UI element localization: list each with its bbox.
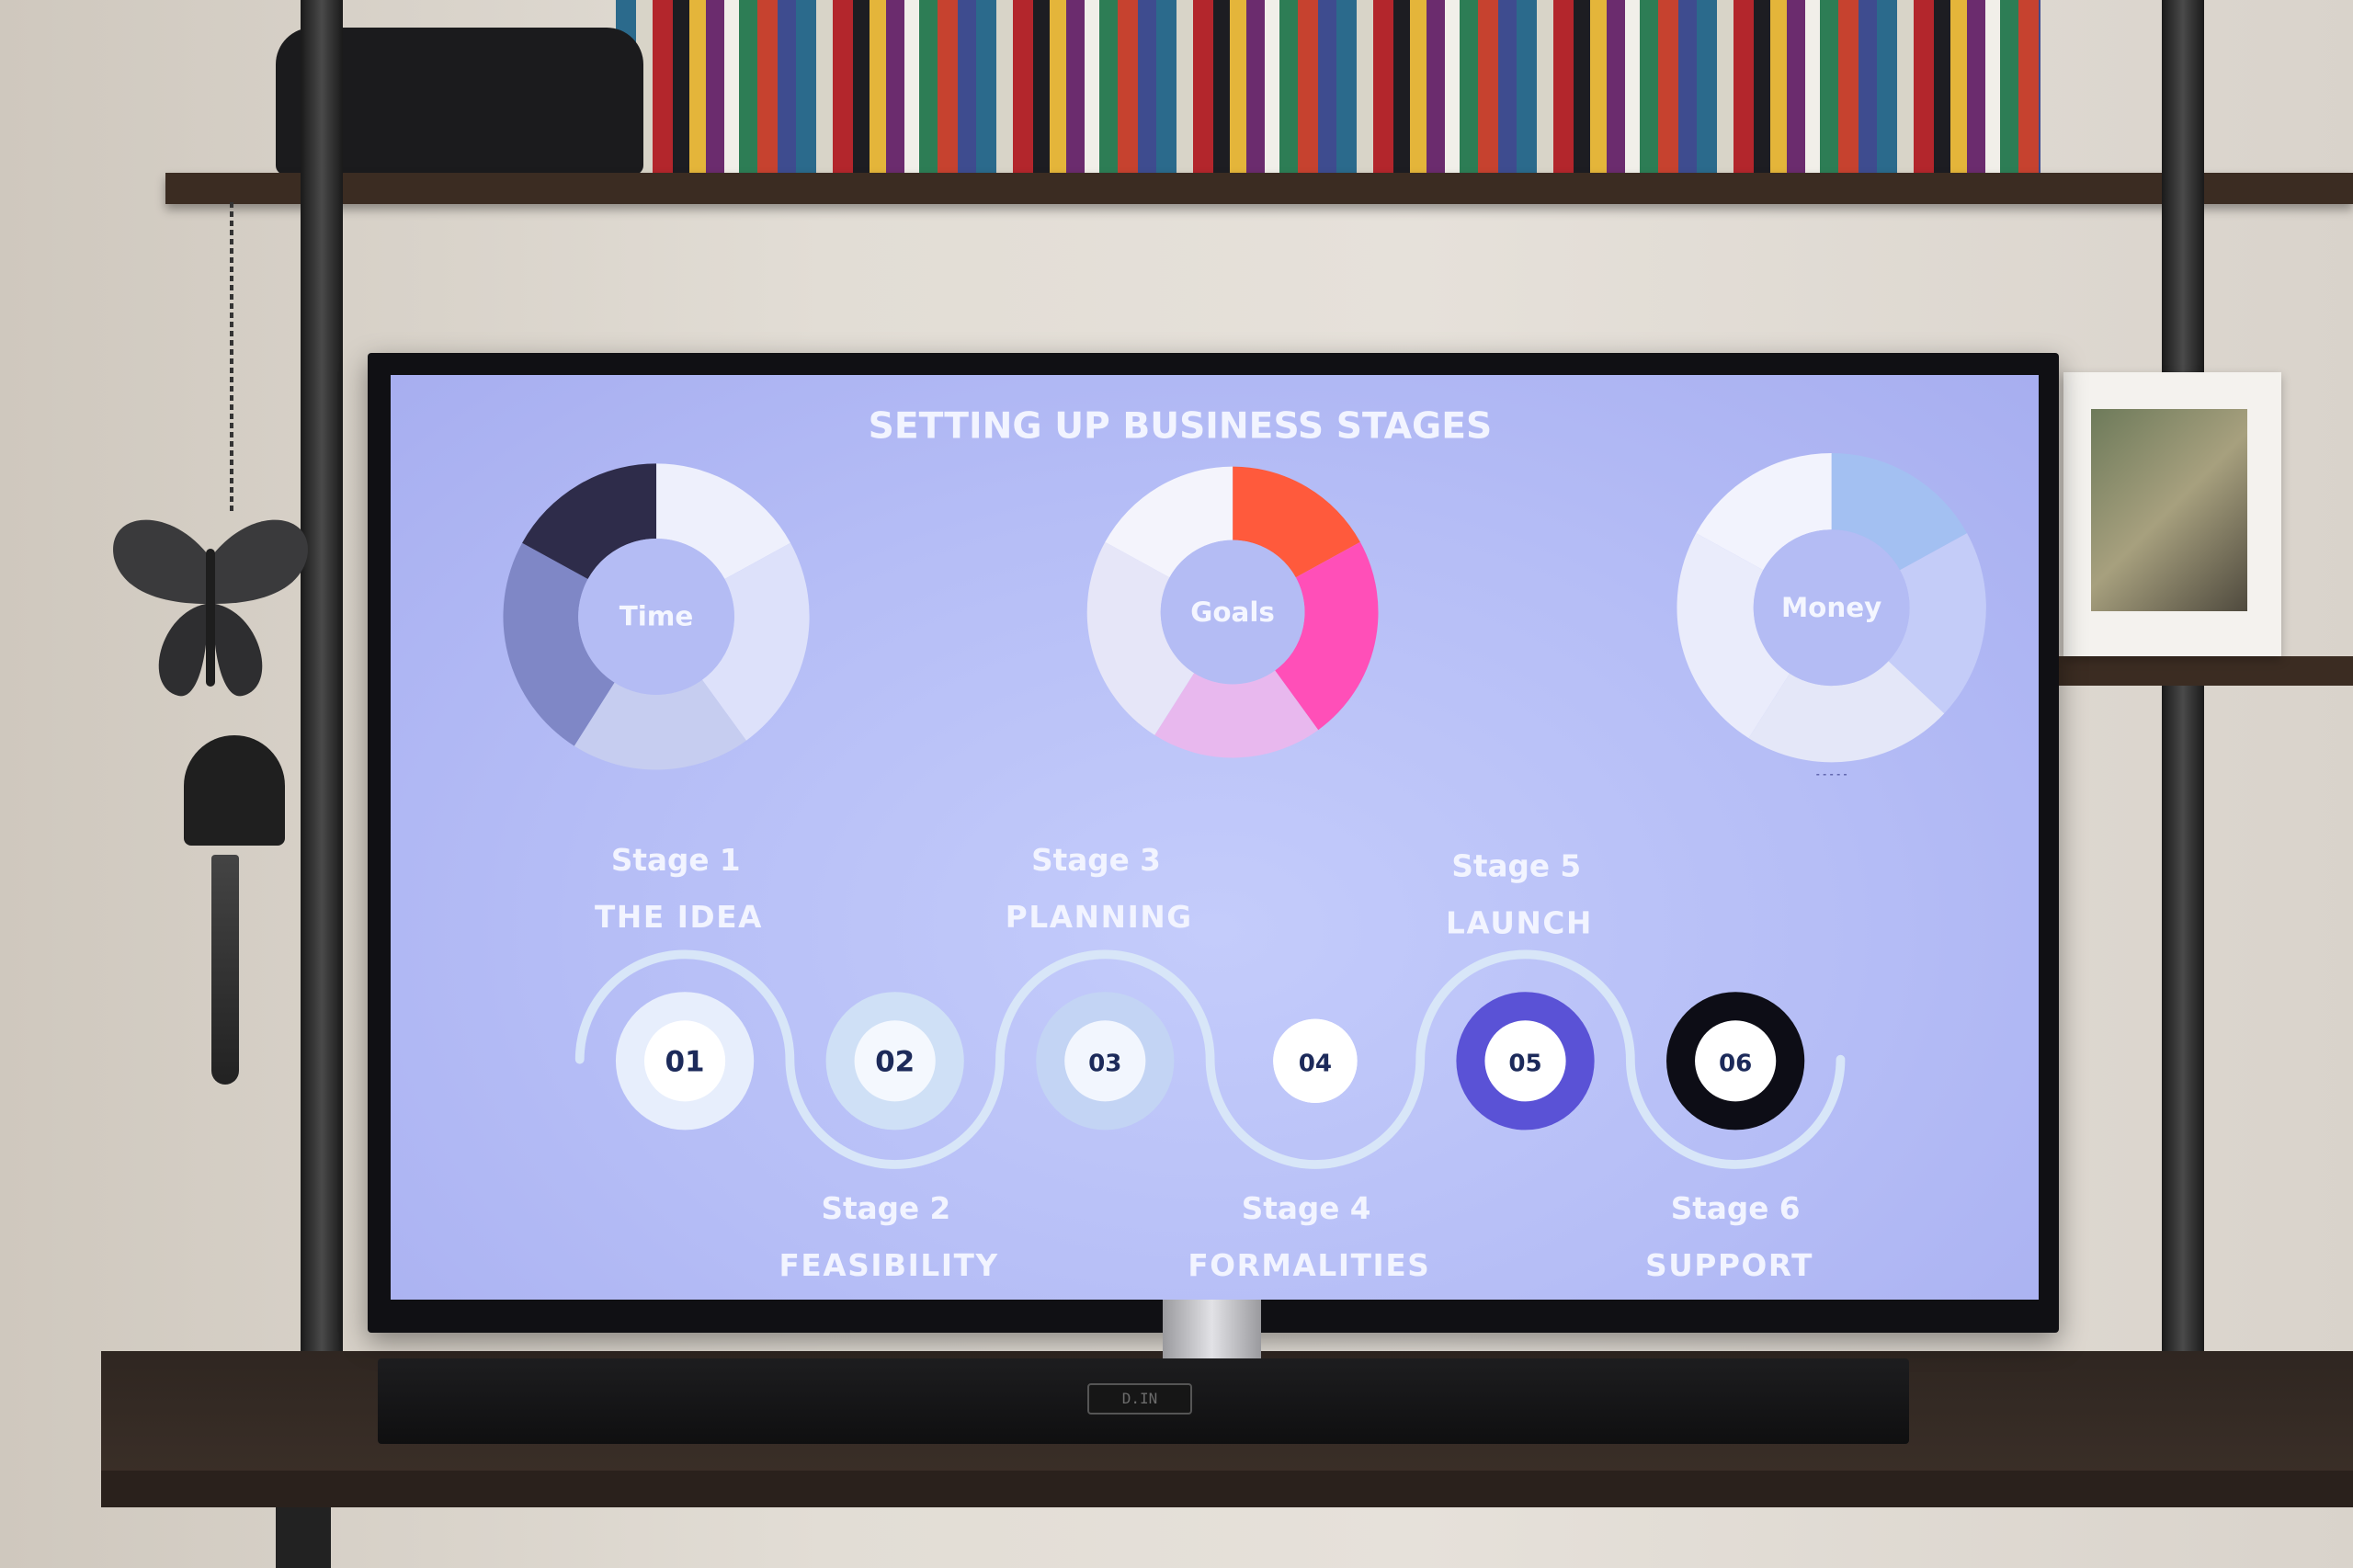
stage-inner-circle bbox=[1484, 1020, 1566, 1102]
donut-charts: Time Goals Money bbox=[503, 452, 1986, 770]
right-pipe bbox=[2162, 0, 2204, 1434]
stage-inner-circle bbox=[643, 1020, 726, 1102]
stage-5: 05 Stage 5 LAUNCH bbox=[1446, 848, 1595, 1131]
donut-segment bbox=[503, 542, 615, 746]
bookshelf-dvds bbox=[616, 0, 2040, 176]
money-footnote: - - - - - bbox=[1816, 770, 1847, 780]
bell-clapper bbox=[211, 855, 239, 1085]
donut-segment bbox=[1677, 533, 1790, 739]
bell-ornament bbox=[184, 735, 285, 846]
stage-number: 04 bbox=[1299, 1051, 1332, 1078]
donut-goals: Goals bbox=[1086, 466, 1379, 758]
stage-inner-circle bbox=[1273, 1018, 1358, 1104]
donut-label: Goals bbox=[1190, 597, 1275, 628]
stage-name: PLANNING bbox=[1006, 900, 1193, 935]
donut-segment bbox=[1748, 661, 1945, 763]
stage-label: Stage 6 bbox=[1671, 1191, 1801, 1226]
donut-hole bbox=[1160, 540, 1305, 685]
soundbar-display: D.IN bbox=[1087, 1383, 1192, 1415]
donut-segment bbox=[1105, 466, 1233, 578]
donut-segment bbox=[1275, 541, 1379, 731]
stage-wave-path bbox=[574, 949, 1846, 1169]
stage-name: SUPPORT bbox=[1645, 1248, 1813, 1283]
tv-stand bbox=[1163, 1300, 1261, 1358]
donut-money: Money bbox=[1677, 452, 1986, 763]
donut-hole bbox=[578, 539, 734, 695]
stage-number: 05 bbox=[1508, 1051, 1541, 1078]
stage-label: Stage 5 bbox=[1451, 848, 1581, 883]
chain bbox=[230, 202, 233, 515]
donut-segment bbox=[701, 542, 810, 741]
stage-label: Stage 3 bbox=[1031, 843, 1161, 878]
stage-3: 03 Stage 3 PLANNING bbox=[1006, 843, 1193, 1131]
stage-4: 04 Stage 4 FORMALITIES bbox=[1188, 1018, 1430, 1283]
table-edge bbox=[101, 1471, 2353, 1507]
donut-segment bbox=[1086, 541, 1195, 735]
stages: 01 Stage 1 THE IDEA 02 Stage 2 FEASIBILITY 03 S… bbox=[595, 843, 1813, 1283]
left-pipe bbox=[301, 0, 343, 1397]
donut-label: Money bbox=[1781, 592, 1881, 623]
top-shelf bbox=[165, 173, 2353, 204]
stage-name: THE IDEA bbox=[595, 900, 763, 935]
stage-number: 02 bbox=[875, 1046, 915, 1079]
stage-inner-circle bbox=[1064, 1020, 1146, 1102]
stage-label: Stage 2 bbox=[822, 1191, 951, 1226]
donut-segment bbox=[1233, 466, 1360, 578]
stage-2: 02 Stage 2 FEASIBILITY bbox=[779, 992, 998, 1283]
stage-name: FORMALITIES bbox=[1188, 1248, 1430, 1283]
stage-inner-circle bbox=[854, 1020, 936, 1102]
stage-name: LAUNCH bbox=[1446, 906, 1593, 941]
stage-label: Stage 4 bbox=[1242, 1191, 1371, 1226]
stage-label: Stage 1 bbox=[611, 843, 741, 878]
donut-time: Time bbox=[503, 463, 810, 770]
donut-segment bbox=[522, 463, 657, 580]
stage-number: 06 bbox=[1719, 1051, 1752, 1078]
stage-number: 03 bbox=[1088, 1051, 1121, 1078]
framed-photo bbox=[2091, 409, 2247, 611]
right-shelf bbox=[2059, 656, 2353, 686]
butterfly-ornament bbox=[113, 519, 308, 697]
slide-title: SETTING UP BUSINESS STAGES bbox=[869, 406, 1493, 448]
table-leg bbox=[276, 1507, 331, 1568]
stage-number: 01 bbox=[665, 1046, 704, 1079]
slide: SETTING UP BUSINESS STAGES Time Goals Mone… bbox=[503, 406, 1986, 1283]
donut-label: Time bbox=[620, 601, 694, 632]
donut-segment bbox=[1831, 452, 1968, 571]
donut-segment bbox=[1696, 452, 1832, 571]
donut-segment bbox=[574, 679, 746, 770]
tv-screen: SETTING UP BUSINESS STAGES Time Goals Mone… bbox=[391, 375, 2039, 1300]
stage-1: 01 Stage 1 THE IDEA bbox=[595, 843, 763, 1131]
stage-name: FEASIBILITY bbox=[779, 1248, 998, 1283]
donut-segment bbox=[656, 463, 790, 580]
donut-segment bbox=[1154, 670, 1319, 758]
stage-6: 06 Stage 6 SUPPORT bbox=[1645, 992, 1813, 1283]
donut-segment bbox=[1888, 533, 1986, 714]
donut-hole bbox=[1753, 529, 1910, 687]
stage-inner-circle bbox=[1695, 1020, 1777, 1102]
